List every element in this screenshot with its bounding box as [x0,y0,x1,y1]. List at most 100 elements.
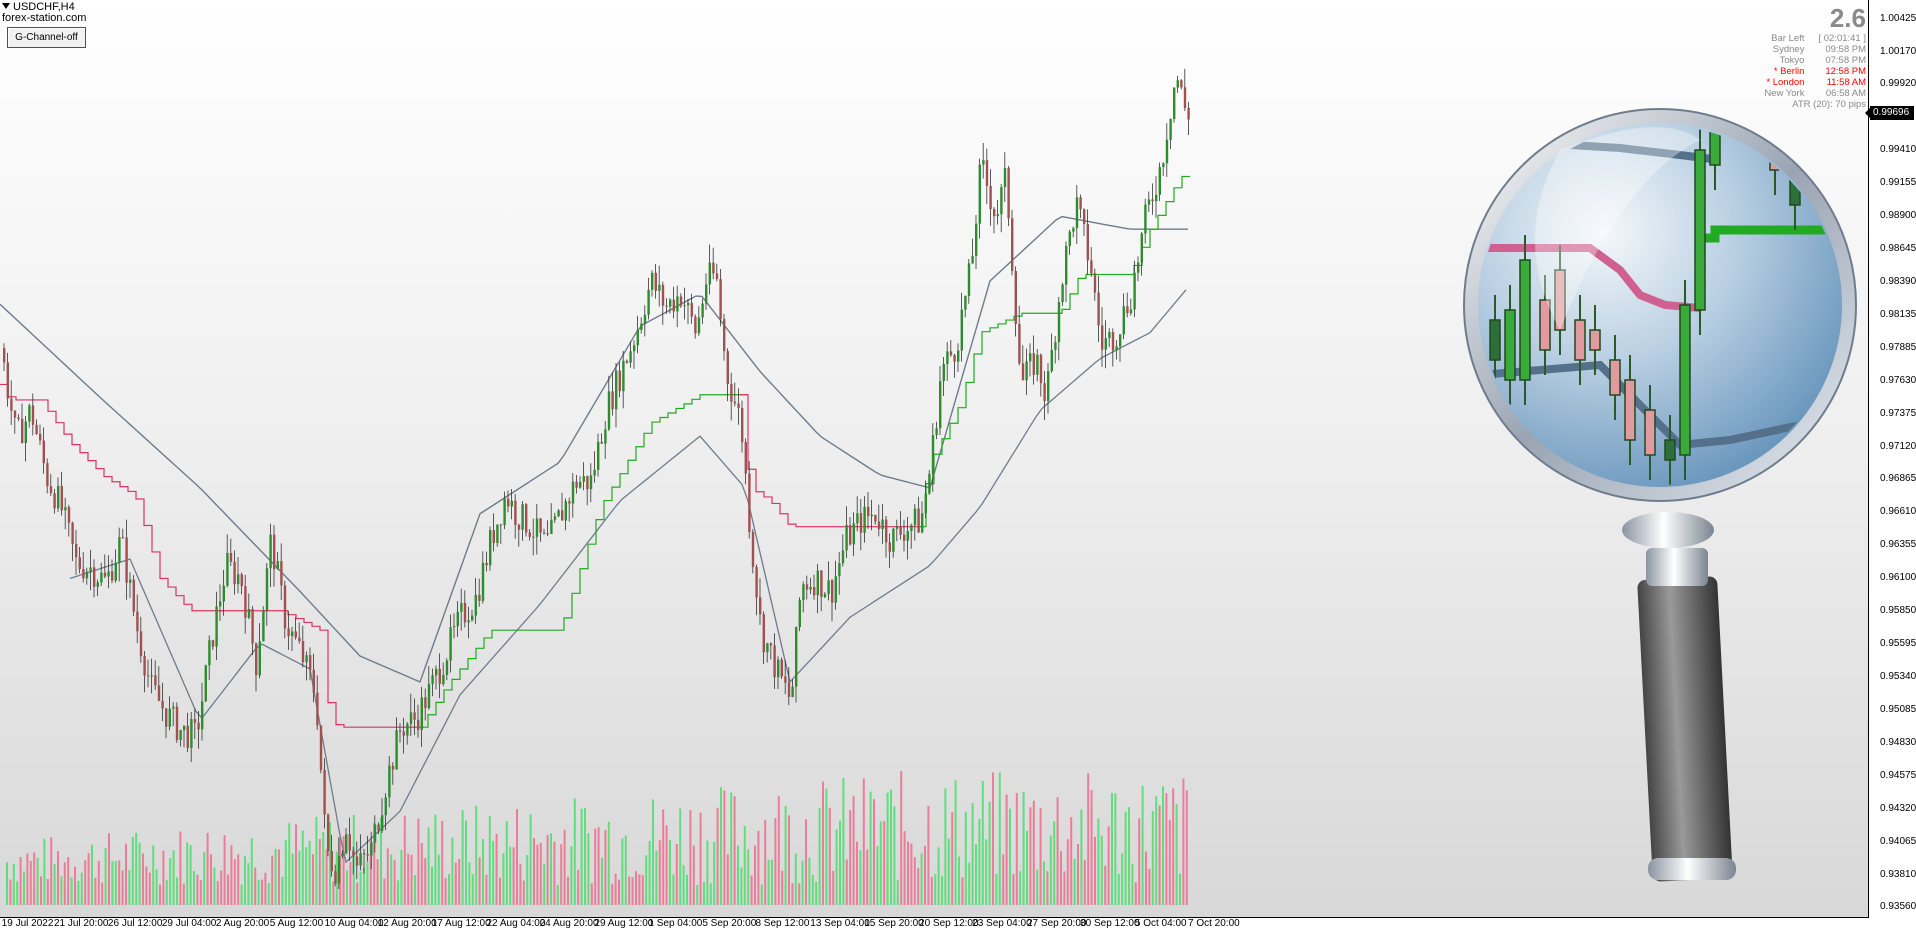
candle-body [568,501,571,504]
candle-body [1003,167,1007,188]
volume-bar [468,862,471,905]
volume-bar [1151,811,1154,905]
volume-bar [611,883,614,905]
candle-body [705,284,708,304]
volume-bar [1002,854,1005,905]
candle-body [165,708,168,727]
candle-body [1147,199,1151,205]
volume-bar [1134,882,1137,905]
volume-bar [274,848,277,905]
volume-bar [849,810,852,905]
candle-body [629,351,632,363]
volume-bar [1060,851,1062,905]
volume-bar [1155,796,1158,905]
volume-bar [91,844,93,905]
candle-body [417,719,420,730]
volume-bar [1083,860,1086,905]
volume-bar [1073,858,1076,905]
session-time: [ 02:01:41 ] [1818,33,1866,44]
volume-bar [1022,792,1025,905]
volume-bar [50,837,53,905]
candle-body [197,722,200,730]
g-channel-down-line [0,383,424,728]
magnified-channel-down [1480,244,1701,312]
magnified-candle-body [1679,304,1691,456]
price-tick-label: 0.97885 [1880,341,1916,353]
volume-bar [774,818,777,905]
volume-bar [1172,788,1175,905]
volume-bar [815,881,818,905]
candle-body [1036,354,1039,375]
volume-bar [992,772,994,905]
candle-body [1065,245,1068,285]
volume-bar [944,788,947,905]
session-row: * London 11:58 AM [1764,77,1866,88]
candle-body [118,537,121,563]
magnified-candle-body [1504,309,1516,381]
price-tick-label: 0.96865 [1880,473,1916,485]
volume-bar [298,850,301,905]
candle-body [60,485,63,511]
session-time: 07:58 PM [1825,55,1866,66]
candle-body [561,510,564,521]
volume-bar [53,863,56,905]
candle-body [132,579,135,612]
volume-bar [533,838,535,905]
candle-body [100,572,103,583]
volume-bar [318,839,321,905]
volume-bar [811,874,814,905]
price-tick-label: 0.94575 [1880,769,1916,781]
volume-bar [522,880,525,905]
volume-bar [454,862,457,905]
time-tick-label: 22 Aug 04:00 [486,918,546,929]
volume-bar [284,840,287,905]
candle-body [867,506,870,517]
volume-bar [954,780,957,905]
volume-bar [920,853,923,905]
candle-body [1011,218,1014,272]
volume-bar [1019,871,1022,905]
volume-bar [550,833,552,905]
candle-body [435,668,438,676]
candle-body [1183,87,1187,109]
volume-bar [1158,805,1161,905]
volume-bar [131,836,134,905]
volume-bar [709,883,712,905]
candle-body [445,660,449,675]
volume-bar [1026,830,1028,905]
volume-bar [227,874,229,905]
candle-body [1068,231,1071,246]
candle-body [352,850,355,857]
candle-body [1108,332,1111,339]
candle-body [420,697,423,730]
candle-body [953,355,956,362]
dropdown-triangle-icon[interactable] [2,3,10,9]
candle-body [1097,292,1100,326]
candle-body [1151,199,1154,202]
candle-body [136,611,139,632]
magnified-candle-body [1644,409,1656,456]
volume-bar [1066,839,1069,905]
candle-body [658,284,661,291]
volume-bar [1097,818,1100,905]
candle-body [129,579,132,583]
price-tick-label: 0.96355 [1880,539,1916,551]
volume-bar [669,840,671,905]
candle-body [1054,342,1057,350]
candle-body [168,708,171,727]
candle-body [175,706,179,740]
price-tick-label: 0.96100 [1880,572,1916,584]
price-tick-label: 1.00170 [1880,45,1916,57]
volume-bar [111,861,114,905]
magnified-candle-body [1519,259,1531,381]
volume-bar [798,883,801,905]
g-channel-toggle-button[interactable]: G-Channel-off [7,27,86,48]
candle-body [996,214,999,217]
volume-bar [40,876,42,905]
candle-body [438,668,441,685]
volume-bar [536,844,539,905]
volume-bar [913,857,916,905]
volume-bar [46,879,49,905]
volume-bar [703,882,705,905]
